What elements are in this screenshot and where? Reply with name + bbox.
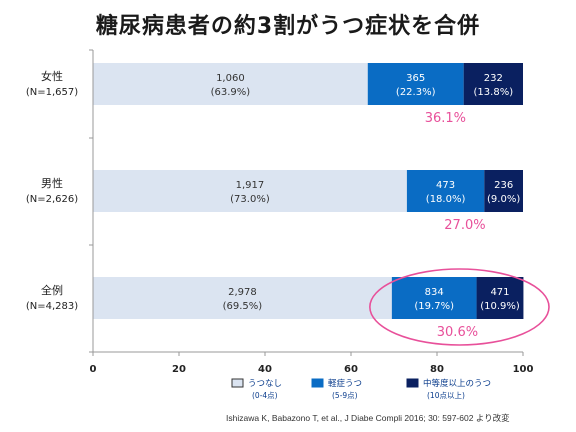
bar-segment	[406, 170, 485, 212]
x-tick-label: 40	[258, 364, 272, 375]
legend: うつなし (0-4点) 軽症うつ (5-9点) 中等度以上のうつ (10点以上)	[231, 378, 491, 400]
bar-value-label: 1,917	[236, 180, 265, 191]
x-tick-label: 100	[513, 364, 534, 375]
legend-swatch	[406, 378, 419, 388]
bar-value-label: 2,978	[228, 287, 257, 298]
bar-value-label: 834	[425, 287, 444, 298]
legend-swatch	[311, 378, 324, 388]
bar-percent-label: (9.0%)	[487, 194, 520, 205]
bar-percent-label: (73.0%)	[230, 194, 270, 205]
category-label: 男性	[41, 176, 63, 190]
bar-segment	[391, 277, 477, 319]
bar-percent-label: (13.8%)	[474, 87, 514, 98]
x-tick-label: 20	[172, 364, 186, 375]
highlight-ellipse	[369, 268, 550, 346]
x-tick-label: 0	[90, 364, 97, 375]
x-axis: 0 20 40 60 80 100	[89, 49, 534, 375]
bar-percent-label: (63.9%)	[211, 87, 251, 98]
bar-percent-label: (18.0%)	[426, 194, 466, 205]
bar-percent-label: (10.9%)	[480, 301, 520, 312]
bar-value-label: 232	[484, 73, 503, 84]
legend-sublabel: (0-4点)	[252, 391, 278, 400]
bar-segment	[93, 63, 368, 105]
legend-sublabel: (5-9点)	[332, 391, 358, 400]
bar-value-label: 471	[490, 287, 509, 298]
bar-segment	[93, 170, 407, 212]
x-tick-label: 80	[430, 364, 444, 375]
page-title: 糖尿病患者の約3割がうつ症状を合併	[95, 14, 481, 39]
bar-value-label: 1,060	[216, 73, 245, 84]
combined-depression-label: 30.6%	[437, 325, 478, 340]
bar-segment	[93, 277, 392, 319]
bar-percent-label: (69.5%)	[223, 301, 263, 312]
legend-swatch	[231, 378, 244, 388]
category-label: 女性	[41, 69, 63, 83]
x-tick-label: 60	[344, 364, 358, 375]
category-sublabel: (N=2,626)	[26, 194, 78, 205]
legend-label: うつなし	[248, 379, 282, 389]
bar-segment	[367, 63, 464, 105]
bar-segment	[463, 63, 523, 105]
combined-depression-label: 27.0%	[444, 218, 485, 233]
legend-label: 軽症うつ	[328, 378, 362, 389]
bar-value-label: 236	[494, 180, 513, 191]
bar-segment	[476, 277, 524, 319]
citation: Ishizawa K, Babazono T, et al., J Diabe …	[226, 413, 510, 423]
legend-sublabel: (10点以上)	[427, 391, 465, 400]
combined-depression-label: 36.1%	[425, 111, 466, 126]
category-sublabel: (N=1,657)	[26, 87, 78, 98]
bar-segment	[484, 170, 523, 212]
bar-value-label: 365	[406, 73, 425, 84]
bar-percent-label: (22.3%)	[396, 87, 436, 98]
plot-area: 女性 (N=1,657) 1,060 (63.9%) 365 (22.3%) 232 (13.…	[26, 63, 550, 346]
bar-value-label: 473	[436, 180, 455, 191]
legend-label: 中等度以上のうつ	[423, 378, 491, 389]
bar-percent-label: (19.7%)	[414, 301, 454, 312]
category-sublabel: (N=4,283)	[26, 301, 78, 312]
category-label: 全例	[41, 283, 63, 297]
